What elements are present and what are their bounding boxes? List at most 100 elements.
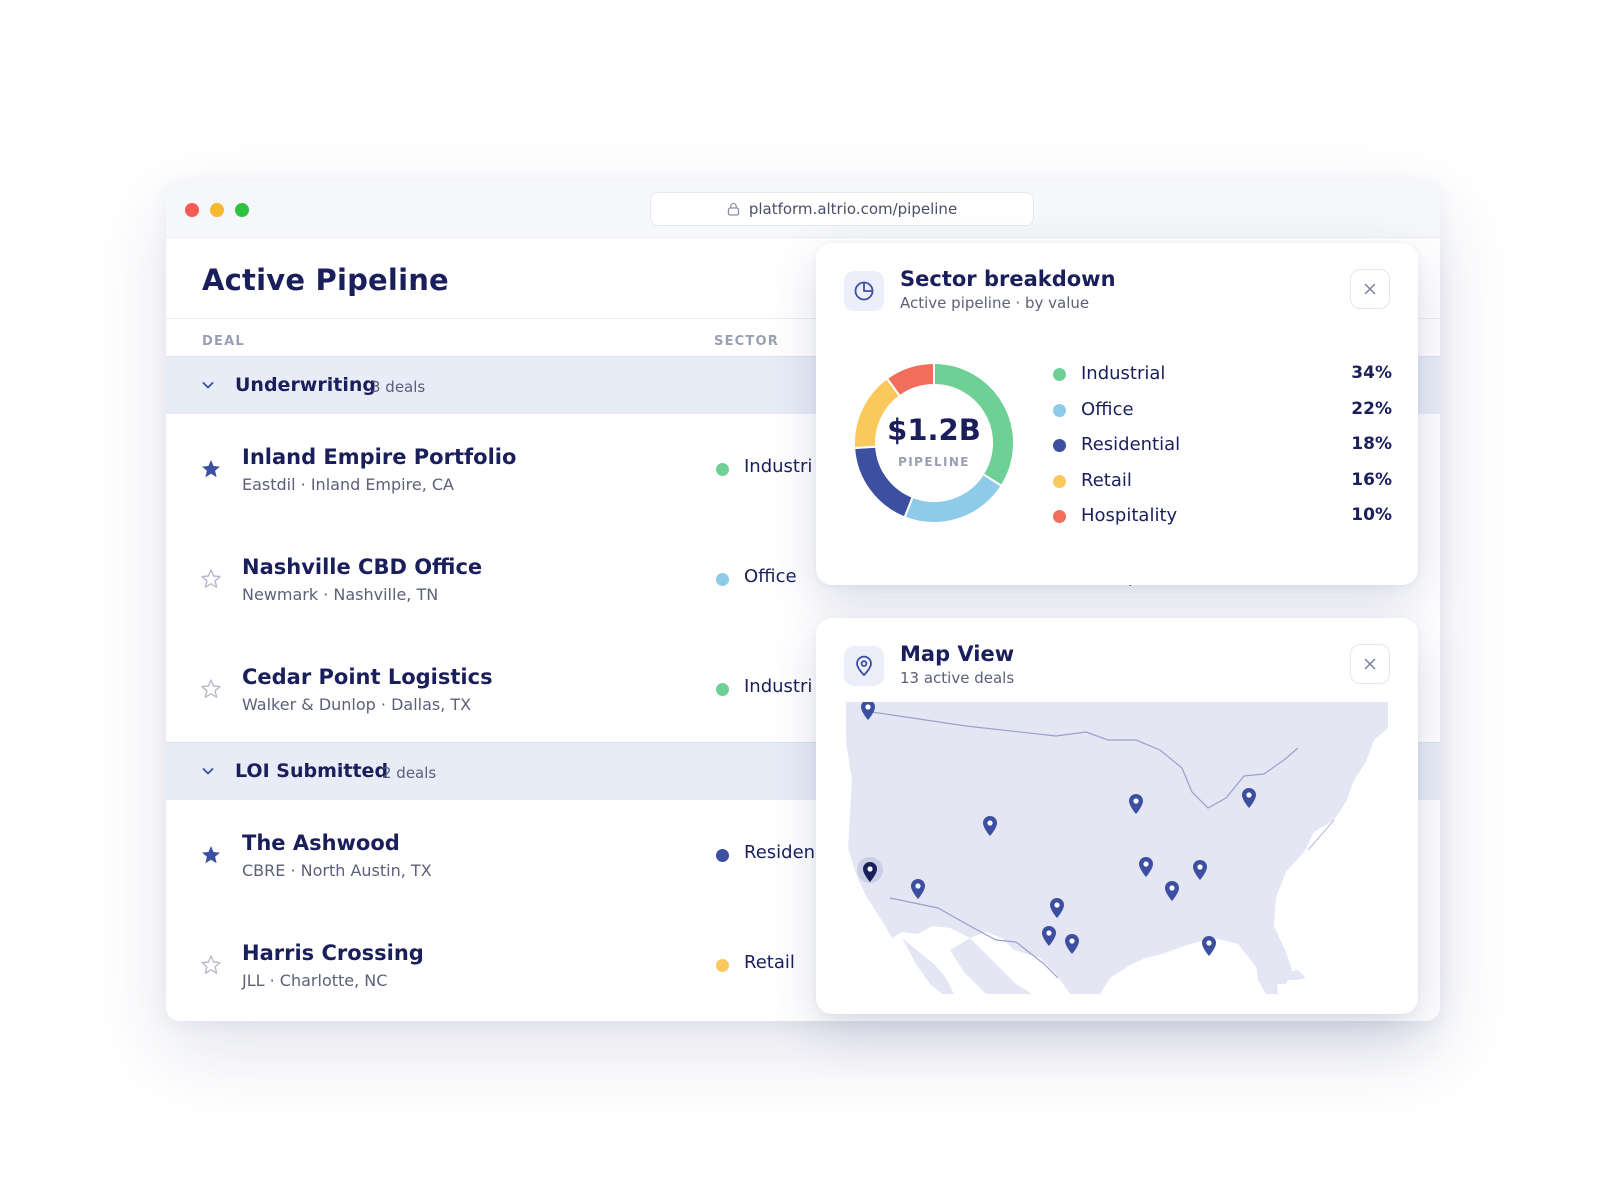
deal-name[interactable]: Harris Crossing	[242, 941, 424, 965]
map-pins	[857, 702, 1256, 956]
sector-card-icon-box	[844, 271, 884, 311]
map-coastline-east	[1307, 819, 1335, 851]
sector-card-subtitle: Active pipeline · by value	[900, 294, 1090, 312]
deal-broker-location: Walker & Dunlop · Dallas, TX	[242, 695, 472, 714]
address-bar-url: platform.altrio.com/pipeline	[748, 200, 958, 218]
group-deal-count: 2 deals	[382, 764, 437, 782]
sector-label: Office	[744, 566, 797, 587]
map-pin[interactable]	[1193, 860, 1207, 880]
group-name: LOI Submitted	[235, 760, 389, 782]
sector-label: Industri	[744, 456, 813, 477]
legend-percentage: 10%	[1351, 505, 1392, 526]
map-pin[interactable]	[1042, 926, 1056, 946]
legend-item-industrial[interactable]: Industrial 34%	[1052, 361, 1392, 387]
legend-label: Residential	[1081, 434, 1181, 456]
group-name: Underwriting	[235, 374, 376, 396]
sector-donut-chart	[853, 361, 1015, 524]
legend-item-office[interactable]: Office 22%	[1052, 397, 1392, 423]
sector-color-dot	[716, 573, 729, 586]
map-land	[846, 702, 1388, 994]
map-pin[interactable]	[983, 816, 997, 836]
page-title: Active Pipeline	[202, 263, 449, 297]
close-icon	[1364, 283, 1376, 295]
map-pin[interactable]	[1129, 794, 1143, 814]
legend-label: Office	[1081, 398, 1134, 420]
deal-broker-location: CBRE · North Austin, TX	[242, 861, 432, 880]
column-header-sector[interactable]: SECTOR	[714, 334, 779, 349]
map-cuba	[1282, 970, 1306, 980]
pipeline-total-value: $1.2B	[887, 413, 981, 447]
map-florida	[1256, 962, 1278, 994]
legend-color-dot	[1053, 439, 1066, 453]
deal-name[interactable]: Cedar Point Logistics	[242, 665, 493, 689]
star-icon[interactable]	[200, 954, 222, 976]
star-icon[interactable]	[200, 844, 222, 866]
header-divider	[166, 318, 1440, 319]
legend-color-dot	[1053, 368, 1066, 381]
legend-color-dot	[1053, 474, 1066, 488]
map-border-south	[889, 897, 1059, 979]
close-icon	[1364, 658, 1376, 670]
legend-label: Retail	[1081, 469, 1132, 491]
map-pin[interactable]	[1050, 898, 1064, 918]
maximize-window-button[interactable]	[235, 203, 249, 217]
sector-label: Industri	[744, 676, 813, 697]
map-card-icon-box	[844, 646, 884, 686]
map-card-close-button[interactable]	[1350, 644, 1390, 684]
browser-titlebar: platform.altrio.com/pipeline	[166, 181, 1440, 238]
map-pin[interactable]	[1242, 788, 1256, 808]
legend-label: Hospitality	[1081, 505, 1178, 527]
deal-broker-location: Newmark · Nashville, TN	[242, 585, 439, 604]
chevron-down-icon[interactable]	[200, 763, 216, 779]
map-border-north	[871, 711, 1299, 809]
sector-color-dot	[716, 959, 729, 972]
us-map[interactable]	[846, 702, 1388, 994]
chevron-down-icon[interactable]	[200, 377, 216, 393]
map-card-subtitle: 13 active deals	[900, 669, 1015, 687]
close-window-button[interactable]	[185, 203, 199, 217]
donut-slice-office[interactable]	[903, 472, 1003, 524]
sector-card-close-button[interactable]	[1350, 269, 1390, 309]
star-icon[interactable]	[200, 678, 222, 700]
pie-chart-icon	[854, 281, 874, 301]
legend-label: Industrial	[1081, 363, 1166, 384]
map-pin[interactable]	[911, 879, 925, 899]
sector-color-dot	[716, 849, 729, 862]
map-pin[interactable]	[861, 702, 875, 720]
donut-slice-hospitality[interactable]	[885, 361, 935, 398]
map-mexico	[950, 938, 1032, 994]
map-pin[interactable]	[1202, 936, 1216, 956]
sector-breakdown-card: Sector breakdown Active pipeline · by va…	[816, 243, 1418, 585]
legend-percentage: 34%	[1351, 363, 1392, 383]
column-header-deal[interactable]: DEAL	[202, 334, 245, 349]
map-pin-icon	[856, 655, 872, 676]
address-bar[interactable]: platform.altrio.com/pipeline	[650, 192, 1034, 226]
sector-card-title: Sector breakdown	[900, 267, 1116, 291]
minimize-window-button[interactable]	[210, 203, 224, 217]
star-icon[interactable]	[200, 568, 222, 590]
sector-color-dot	[716, 463, 729, 476]
deal-name[interactable]: Inland Empire Portfolio	[242, 445, 517, 469]
deal-broker-location: Eastdil · Inland Empire, CA	[242, 475, 454, 494]
group-deal-count: 3 deals	[371, 378, 426, 396]
pipeline-total-label: PIPELINE	[898, 455, 970, 469]
map-pin[interactable]	[1065, 934, 1079, 954]
map-view-card: Map View 13 active deals	[816, 618, 1418, 1014]
sector-label: Residen	[744, 842, 816, 863]
legend-percentage: 22%	[1351, 398, 1392, 419]
map-pin[interactable]	[1139, 857, 1153, 877]
legend-item-retail[interactable]: Retail 16%	[1052, 468, 1392, 494]
legend-color-dot	[1053, 510, 1066, 524]
sector-label: Retail	[744, 952, 795, 973]
map-card-title: Map View	[900, 642, 1015, 666]
deal-name[interactable]: Nashville CBD Office	[242, 555, 483, 579]
legend-percentage: 16%	[1351, 469, 1392, 490]
legend-percentage: 18%	[1351, 434, 1392, 455]
star-icon[interactable]	[200, 458, 222, 480]
map-pin[interactable]	[857, 857, 883, 883]
deal-name[interactable]: The Ashwood	[242, 831, 400, 855]
legend-item-residential[interactable]: Residential 18%	[1052, 432, 1392, 458]
map-pin[interactable]	[1165, 881, 1179, 901]
deal-broker-location: JLL · Charlotte, NC	[242, 971, 388, 990]
legend-item-hospitality[interactable]: Hospitality 10%	[1052, 503, 1392, 529]
